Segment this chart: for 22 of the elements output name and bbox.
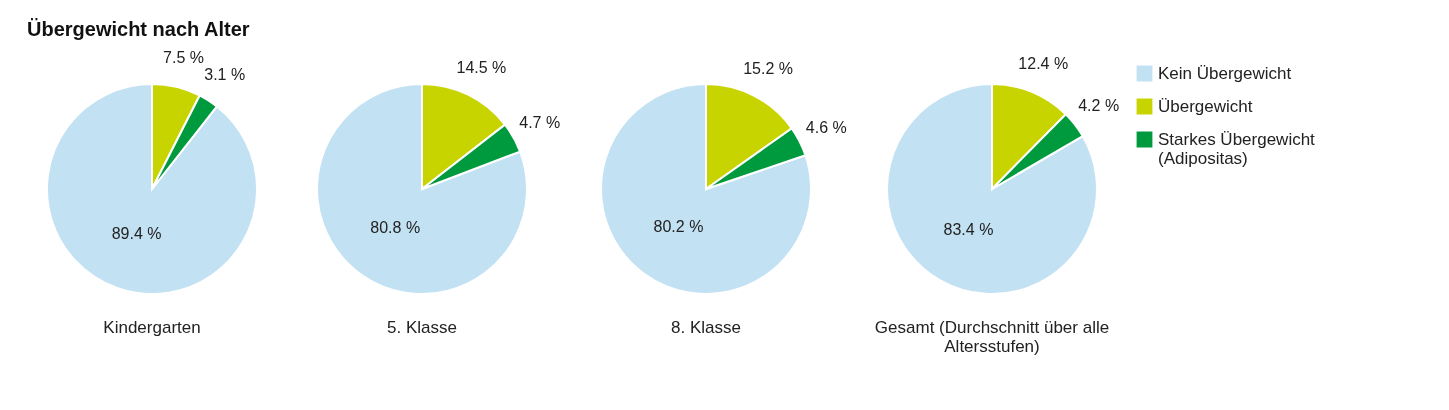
data-label: 3.1 % [204,66,246,84]
text: 5. Klasse [387,318,457,337]
data-label: 83.4 % [943,220,994,238]
data-label: 4.6 % [805,118,847,136]
text: 8. Klasse [671,318,741,337]
data-label: 80.2 % [653,218,704,236]
data-label: 4.7 % [519,113,561,131]
pie-slice [886,83,1098,295]
data-label: 12.4 % [1018,55,1069,73]
data-label: 7.5 % [163,48,204,66]
data-label: 80.8 % [370,218,421,236]
pie-slice [46,83,258,295]
legend-label: Starkes Übergewicht (Adipositas) [1158,129,1316,168]
data-label: 4.2 % [1078,97,1120,115]
data-label: 89.4 % [111,224,162,242]
text: Kindergarten [103,318,201,337]
data-label: 14.5 % [456,58,507,76]
legend-label: Kein Übergewicht [1158,63,1292,83]
chart-title: Übergewicht nach Alter [27,17,250,40]
text: Gesamt (Durchschnitt über alle Altersstufen) [874,318,1110,356]
legend-label: Übergewicht [1158,96,1253,116]
data-label: 15.2 % [743,60,793,78]
